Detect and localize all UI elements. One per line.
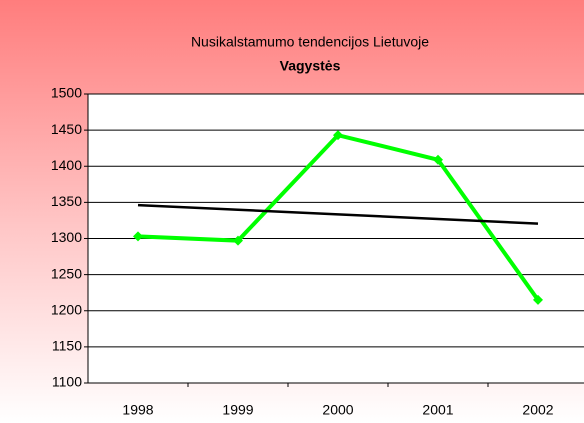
marker xyxy=(533,294,543,305)
chart-title: Nusikalstamumo tendencijos Lietuvoje xyxy=(191,34,429,50)
y-tick-label: 1350 xyxy=(51,193,82,209)
x-tick-label: 2001 xyxy=(422,402,453,418)
series-line xyxy=(137,203,539,225)
x-tick-label: 1998 xyxy=(122,402,153,418)
y-tick-label: 1200 xyxy=(51,301,82,317)
marker xyxy=(233,235,243,246)
x-tick-label: 1999 xyxy=(222,402,253,418)
y-tick-label: 1250 xyxy=(51,265,82,281)
y-tick-label: 1150 xyxy=(52,338,82,354)
marker xyxy=(333,130,343,141)
marker xyxy=(433,154,443,165)
y-tick-label: 1400 xyxy=(51,157,82,173)
y-tick-label: 1450 xyxy=(51,121,82,137)
chart-subtitle: Vagystės xyxy=(280,58,341,74)
x-tick-label: 2002 xyxy=(522,402,553,418)
x-tick-label: 2000 xyxy=(322,402,353,418)
marker xyxy=(133,231,143,242)
y-tick-label: 1500 xyxy=(51,85,82,101)
y-tick-label: 1300 xyxy=(51,229,82,245)
y-tick-label: 1100 xyxy=(52,374,82,390)
